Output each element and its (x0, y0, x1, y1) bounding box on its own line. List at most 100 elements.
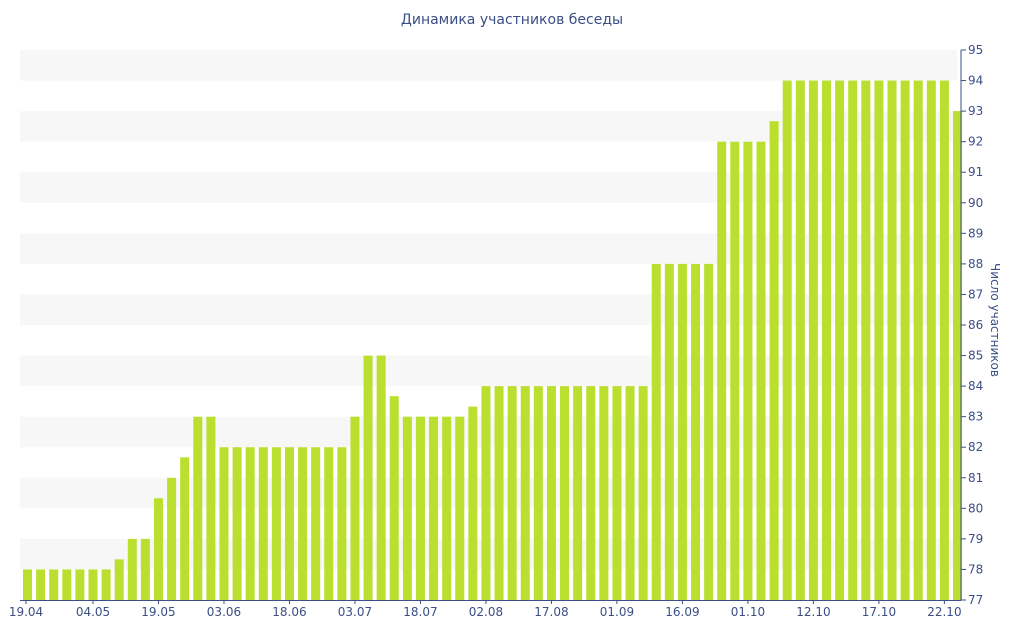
chart-title: Динамика участников беседы (400, 12, 624, 28)
bar (284, 447, 294, 600)
bar (75, 569, 85, 600)
x-tick-label: 22.10 (927, 605, 961, 619)
bar (573, 386, 583, 600)
bar (638, 386, 648, 600)
bar (114, 559, 124, 600)
x-tick-label: 17.08 (534, 605, 568, 619)
bar (481, 386, 491, 600)
bar (926, 80, 936, 600)
y-tick-label: 80 (968, 501, 983, 515)
bar (180, 457, 190, 600)
x-tick-label: 12.10 (796, 605, 830, 619)
bar (887, 80, 897, 600)
bar (127, 538, 137, 600)
bar (376, 355, 386, 600)
bar (23, 569, 32, 600)
bar (704, 263, 714, 600)
bar (599, 386, 609, 600)
bar (769, 121, 779, 600)
bar (651, 263, 661, 600)
bar (625, 386, 635, 600)
bar (900, 80, 910, 600)
y-tick-label: 86 (968, 318, 983, 332)
bar (429, 416, 439, 600)
bar (455, 416, 465, 600)
bar (677, 263, 687, 600)
bar (743, 141, 753, 601)
y-tick-label: 83 (968, 410, 983, 424)
bar (49, 569, 59, 600)
bars-group (23, 80, 962, 601)
y-tick-label: 85 (968, 349, 983, 363)
bar (468, 406, 478, 600)
bar (206, 416, 216, 600)
x-tick-label: 03.07 (338, 605, 372, 619)
bar (546, 386, 556, 600)
y-tick-label: 82 (968, 440, 983, 454)
y-tick-label: 81 (968, 471, 983, 485)
x-tick-label: 02.08 (469, 605, 503, 619)
y-tick-label: 91 (968, 165, 983, 179)
grid-band (20, 50, 957, 81)
x-axis: 19.04 04.05 19.05 03.06 18.06 03.07 18.07 02.08… (9, 600, 962, 619)
bar (324, 447, 334, 600)
y-tick-label: 90 (968, 196, 983, 210)
bar (953, 111, 962, 601)
y-tick-label: 78 (968, 562, 983, 576)
y-tick-label: 77 (968, 593, 983, 607)
bar (153, 498, 163, 600)
y-tick-label: 87 (968, 287, 983, 301)
x-tick-label: 19.04 (9, 605, 43, 619)
y-tick-label: 93 (968, 104, 983, 118)
bar (101, 569, 111, 600)
x-tick-label: 01.10 (731, 605, 765, 619)
y-axis-label: Число участников (988, 263, 1002, 377)
bar (311, 447, 321, 600)
bar (520, 386, 530, 600)
bar (782, 80, 792, 600)
y-tick-label: 84 (968, 379, 983, 393)
bar (848, 80, 858, 600)
bar (730, 141, 740, 601)
x-tick-label: 16.09 (665, 605, 699, 619)
bar (560, 386, 570, 600)
y-tick-label: 94 (968, 74, 983, 88)
bar (415, 416, 425, 600)
bar (258, 447, 268, 600)
x-tick-label: 03.06 (207, 605, 241, 619)
bar (822, 80, 832, 600)
bar (442, 416, 452, 600)
bar (494, 386, 504, 600)
bar (861, 80, 871, 600)
bar (298, 447, 308, 600)
y-tick-label: 88 (968, 257, 983, 271)
y-tick-label: 92 (968, 135, 983, 149)
bar (140, 538, 150, 600)
bar (664, 263, 674, 600)
bar (36, 569, 46, 600)
bar (586, 386, 596, 600)
x-tick-label: 18.07 (403, 605, 437, 619)
bar (167, 477, 177, 600)
bar (717, 141, 727, 601)
x-tick-label: 17.10 (862, 605, 896, 619)
bar (232, 447, 242, 600)
x-tick-label: 04.05 (76, 605, 110, 619)
bar (756, 141, 766, 601)
bar (271, 447, 281, 600)
x-tick-label: 18.06 (272, 605, 306, 619)
y-tick-label: 95 (968, 43, 983, 57)
bar (245, 447, 255, 600)
bar (808, 80, 818, 600)
x-tick-label: 19.05 (141, 605, 175, 619)
bar (874, 80, 884, 600)
bar (389, 396, 399, 600)
y-axis: 77 78 79 80 81 82 83 84 85 86 87 88 89 90 91 92 93 94 95 (960, 43, 983, 607)
y-tick-label: 89 (968, 226, 983, 240)
bar (62, 569, 72, 600)
x-tick-label: 01.09 (600, 605, 634, 619)
bar (691, 263, 701, 600)
bar (88, 569, 98, 600)
